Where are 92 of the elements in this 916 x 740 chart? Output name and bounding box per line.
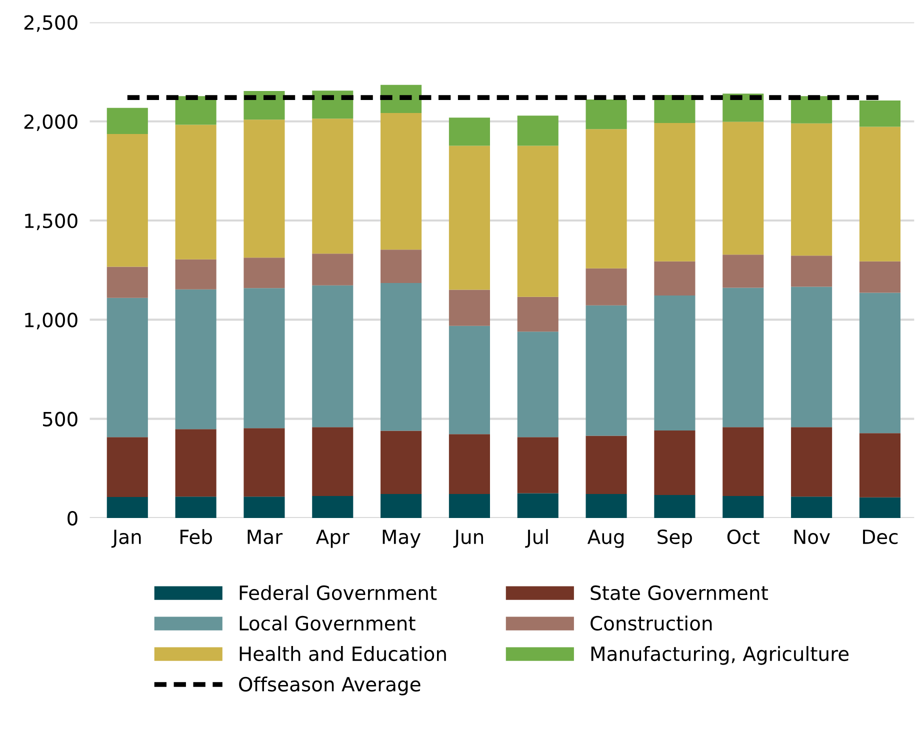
bar bbox=[654, 430, 696, 495]
bar bbox=[722, 288, 764, 428]
x-tick-label: May bbox=[382, 530, 421, 548]
bar bbox=[654, 122, 696, 262]
legend-label: Federal Government bbox=[240, 585, 437, 600]
bar bbox=[722, 496, 764, 518]
bar bbox=[106, 437, 148, 497]
legend-label: Construction bbox=[590, 616, 712, 631]
bar bbox=[586, 305, 627, 436]
x-tick-label: Apr bbox=[316, 530, 350, 548]
bar bbox=[586, 494, 627, 518]
bar bbox=[312, 285, 354, 428]
bar bbox=[722, 122, 764, 255]
legend-label: Health and Education bbox=[240, 646, 446, 662]
bar bbox=[517, 437, 558, 494]
bar bbox=[244, 288, 285, 428]
bar bbox=[517, 493, 558, 518]
bar bbox=[859, 497, 900, 518]
legend-label: Local Government bbox=[240, 616, 416, 631]
bar bbox=[312, 427, 354, 496]
bar bbox=[448, 434, 490, 494]
y-tick-label: 1,000 bbox=[25, 312, 78, 330]
bar bbox=[175, 259, 216, 290]
bar bbox=[448, 326, 490, 434]
bar bbox=[175, 96, 216, 125]
bar bbox=[859, 292, 900, 434]
bar bbox=[175, 124, 216, 260]
bar bbox=[448, 494, 490, 518]
bar bbox=[791, 96, 832, 124]
bar bbox=[244, 496, 285, 518]
bar bbox=[448, 146, 490, 290]
bar bbox=[312, 254, 354, 286]
bar bbox=[859, 126, 900, 262]
y-tick-label: 1,500 bbox=[25, 213, 78, 230]
bar bbox=[586, 268, 627, 306]
bar bbox=[654, 261, 696, 296]
bar bbox=[791, 496, 832, 518]
bar bbox=[448, 290, 490, 326]
bar bbox=[106, 134, 148, 267]
bar bbox=[380, 113, 422, 250]
legend-label: Offseason Average bbox=[239, 676, 420, 696]
bar bbox=[448, 118, 490, 146]
bar bbox=[106, 266, 148, 298]
bar bbox=[106, 108, 148, 134]
bar bbox=[312, 118, 354, 254]
bar bbox=[380, 430, 422, 494]
y-tick-label: 0 bbox=[68, 510, 78, 526]
bar bbox=[517, 116, 558, 146]
bar bbox=[791, 286, 832, 428]
x-tick-label: Nov bbox=[794, 530, 830, 544]
bar bbox=[517, 296, 558, 332]
bar bbox=[517, 146, 558, 297]
bar bbox=[380, 250, 422, 283]
legend-label: State Government bbox=[590, 585, 768, 600]
bar bbox=[175, 496, 216, 518]
bar bbox=[859, 261, 900, 293]
x-tick-label: Jan bbox=[111, 530, 141, 548]
bar bbox=[517, 332, 558, 438]
x-tick-label: Jun bbox=[453, 530, 484, 548]
bar bbox=[722, 254, 764, 288]
bar bbox=[106, 298, 148, 438]
bar bbox=[106, 496, 148, 518]
bar bbox=[654, 295, 696, 431]
bar bbox=[586, 436, 627, 494]
bar bbox=[244, 428, 285, 497]
bar bbox=[244, 258, 285, 288]
x-tick-label: Aug bbox=[587, 530, 624, 548]
y-tick-label: 2,500 bbox=[24, 15, 78, 32]
x-tick-label: Sep bbox=[658, 529, 692, 548]
bar bbox=[380, 494, 422, 518]
bar bbox=[654, 494, 696, 518]
x-tick-label: Dec bbox=[863, 530, 898, 544]
bar bbox=[175, 429, 216, 497]
bar bbox=[175, 289, 216, 430]
bar bbox=[791, 256, 832, 287]
y-tick-label: 2,000 bbox=[24, 114, 78, 132]
x-tick-label: Feb bbox=[180, 529, 212, 544]
x-tick-label: Oct bbox=[727, 529, 760, 544]
bar bbox=[312, 496, 354, 518]
x-tick-label: Jul bbox=[525, 529, 548, 548]
bar bbox=[859, 100, 900, 127]
bar bbox=[244, 120, 285, 258]
legend-label: Manufacturing, Agriculture bbox=[591, 646, 849, 665]
bar bbox=[791, 427, 832, 497]
bar bbox=[380, 282, 422, 431]
bar bbox=[722, 427, 764, 496]
bar bbox=[859, 433, 900, 498]
bar bbox=[586, 129, 627, 268]
bar bbox=[586, 100, 627, 130]
x-tick-label: Mar bbox=[248, 530, 283, 544]
bar bbox=[791, 123, 832, 256]
y-tick-label: 500 bbox=[43, 412, 78, 427]
